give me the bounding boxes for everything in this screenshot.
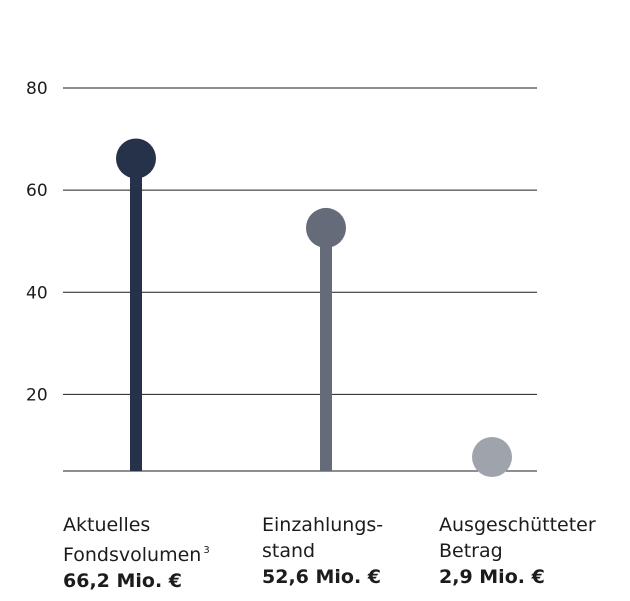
lollipop-head-1: [306, 207, 346, 248]
category-1-value: 52,6 Mio. €: [262, 566, 382, 588]
category-0-line2-row: Fondsvolumen 3: [63, 538, 210, 568]
category-2-line1: Ausgeschütteter: [439, 514, 596, 536]
y-tick-label-40: 40: [26, 283, 48, 303]
footnote-marker: 3: [203, 545, 210, 556]
category-1-line2: stand: [262, 540, 316, 562]
category-0-line2: Fondsvolumen: [63, 544, 202, 566]
category-label-0: Aktuelles Fondsvolumen 3 66,2 Mio. €: [63, 512, 210, 594]
category-2-line2: Betrag: [439, 540, 503, 562]
y-tick-label-60: 60: [26, 181, 48, 201]
category-1-line1: Einzahlungs-: [262, 514, 384, 536]
lollipop-head-2: [472, 437, 512, 477]
y-tick-label-20: 20: [26, 385, 48, 405]
lollipop-head-0: [116, 138, 156, 179]
category-label-2: Ausgeschütteter Betrag 2,9 Mio. €: [439, 512, 596, 590]
y-tick-label-80: 80: [26, 79, 48, 99]
category-0-line1: Aktuelles: [63, 514, 151, 536]
category-label-1: Einzahlungs- stand 52,6 Mio. €: [262, 512, 383, 590]
category-0-value: 66,2 Mio. €: [63, 570, 183, 592]
category-2-value: 2,9 Mio. €: [439, 566, 545, 588]
lollipop-chart: 20 40 60 80: [26, 79, 537, 477]
